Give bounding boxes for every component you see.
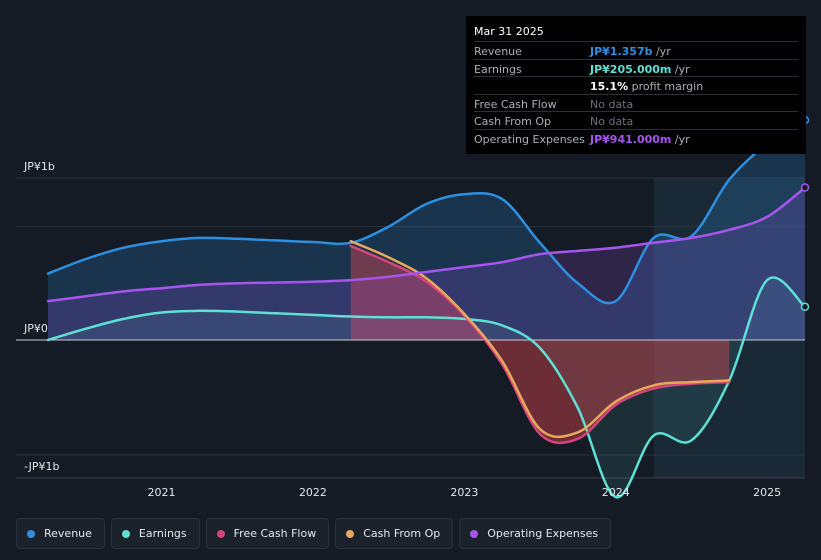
y-label-bottom: -JP¥1b xyxy=(24,460,60,473)
y-label-zero: JP¥0 xyxy=(24,322,48,335)
legend-label: Free Cash Flow xyxy=(233,527,317,540)
tooltip-key: Earnings xyxy=(474,62,522,76)
legend-item-revenue[interactable]: Revenue xyxy=(16,518,105,549)
legend-dot-icon xyxy=(27,529,35,538)
earnings-line xyxy=(46,276,807,499)
tooltip-row: Revenue JP¥1.357b /yr xyxy=(474,41,798,59)
legend: Revenue Earnings Free Cash Flow Cash From O… xyxy=(16,518,617,549)
tooltip-row: Cash From Op No data xyxy=(474,111,798,129)
tooltip-value: JP¥941.000m /yr xyxy=(590,132,690,146)
x-tick-label: 2023 xyxy=(450,486,479,499)
earnings-end-point xyxy=(800,302,810,312)
tooltip-date: Mar 31 2025 xyxy=(474,25,544,38)
legend-dot-icon xyxy=(346,529,355,538)
tooltip-row: Free Cash Flow No data xyxy=(474,93,798,112)
x-tick-label: 2022 xyxy=(298,486,327,499)
tooltip-value: JP¥1.357b /yr xyxy=(590,45,671,58)
legend-label: Operating Expenses xyxy=(487,527,599,540)
legend-dot-icon xyxy=(121,529,130,538)
legend-item-earnings[interactable]: Earnings xyxy=(110,518,200,549)
legend-dot-icon xyxy=(470,529,479,538)
operating-expenses-line xyxy=(46,186,807,303)
tooltip-row: 15.1% profit margin xyxy=(474,76,798,94)
earnings-area xyxy=(48,277,805,498)
legend-label: Earnings xyxy=(138,527,187,540)
x-tick-label: 2024 xyxy=(601,486,630,499)
tooltip-value: 15.1% profit margin xyxy=(590,80,704,93)
tooltip-value: JP¥205.000m /yr xyxy=(590,62,690,76)
legend-item-cash-from-op[interactable]: Cash From Op xyxy=(335,518,454,549)
legend-label: Cash From Op xyxy=(363,527,441,540)
tooltip-key: Revenue xyxy=(474,45,522,58)
x-tick-label: 2025 xyxy=(753,486,782,499)
tooltip-row: Operating Expenses JP¥941.000m /yr xyxy=(474,128,798,147)
tooltip-value: No data xyxy=(590,115,634,128)
y-label-top: JP¥1b xyxy=(24,160,55,173)
tooltip-key: Operating Expenses xyxy=(474,132,585,146)
legend-label: Revenue xyxy=(44,527,92,540)
tooltip-value: No data xyxy=(590,97,634,111)
tooltip-row: Earnings JP¥205.000m /yr xyxy=(474,58,798,77)
revenue-area xyxy=(48,120,805,340)
forecast-region xyxy=(653,178,805,478)
free-cash-flow-line xyxy=(349,244,731,445)
cash-from-op-line xyxy=(349,239,731,439)
tooltip: Mar 31 2025 Revenue JP¥1.357b /yr Earnings… xyxy=(466,16,806,154)
tooltip-key: Free Cash Flow xyxy=(474,97,557,111)
legend-item-operating-expenses[interactable]: Operating Expenses xyxy=(459,518,612,549)
legend-dot-icon xyxy=(216,529,225,538)
operating-expenses-end-point xyxy=(800,183,810,192)
tooltip-key: Cash From Op xyxy=(474,115,552,128)
legend-item-free-cash-flow[interactable]: Free Cash Flow xyxy=(205,518,330,549)
x-tick-label: 2021 xyxy=(147,486,176,499)
